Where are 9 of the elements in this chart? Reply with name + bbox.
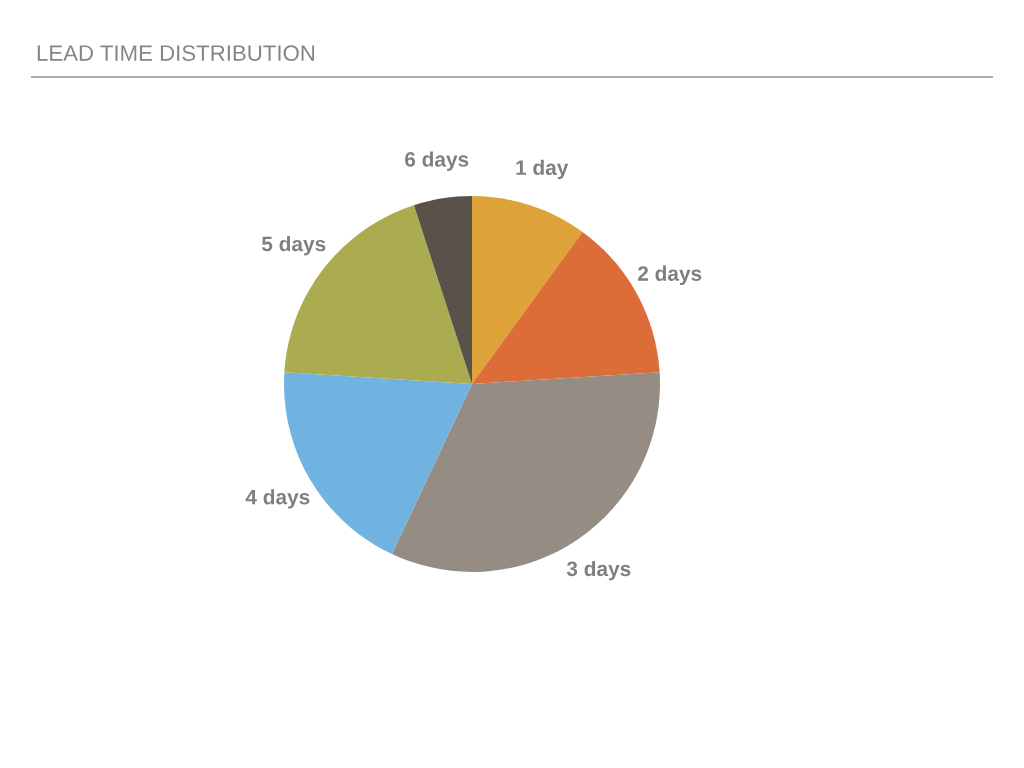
chart-title: LEAD TIME DISTRIBUTION bbox=[37, 45, 315, 61]
pie-slice bbox=[413, 196, 472, 384]
slice-label: 1 day bbox=[516, 159, 569, 180]
slice-label: 5 days bbox=[261, 236, 326, 256]
slice-label: 2 days bbox=[637, 265, 702, 286]
pie-slice bbox=[472, 196, 583, 384]
slice-label: 4 days bbox=[245, 489, 310, 509]
slice-label: 3 days bbox=[566, 560, 631, 581]
slice-label: 6 days bbox=[405, 151, 469, 171]
